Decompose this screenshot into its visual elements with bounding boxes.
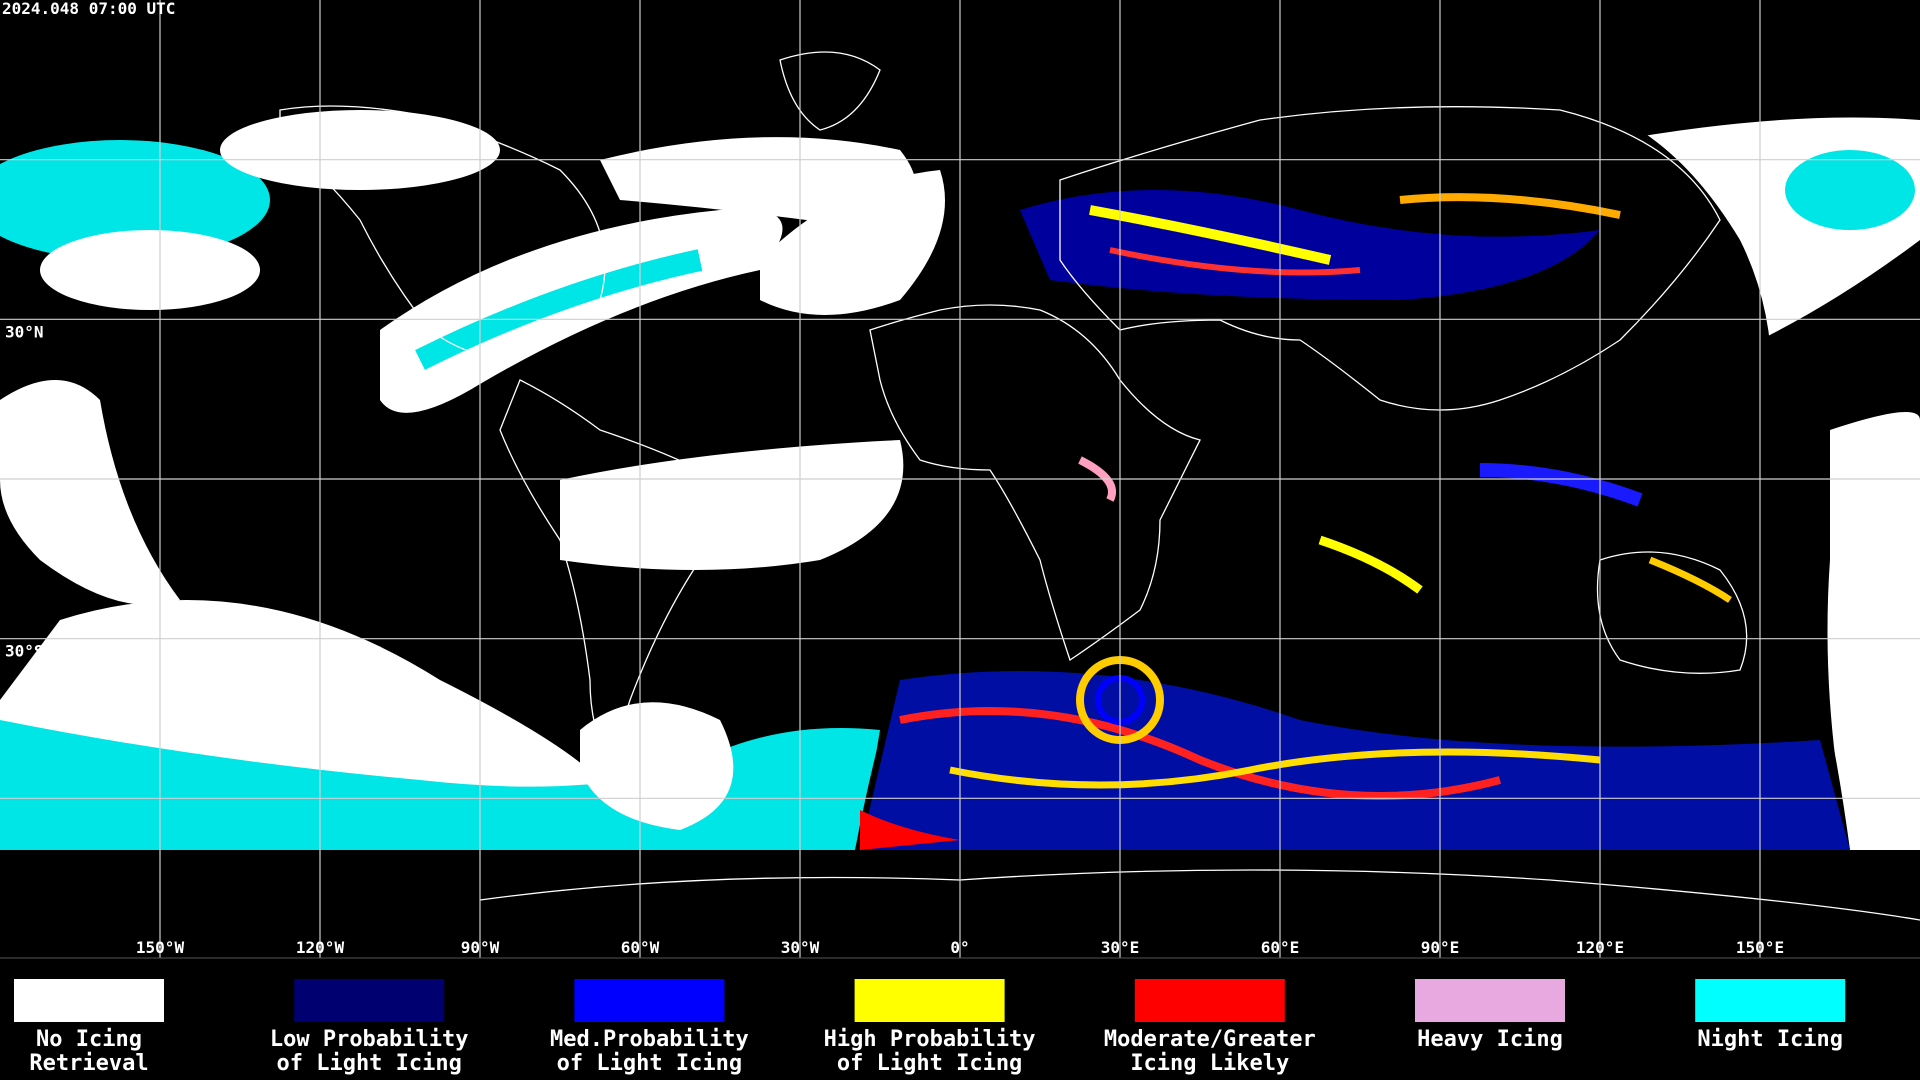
longitude-label: 90°W [461,938,500,957]
legend-label: Heavy Icing [1417,1027,1563,1052]
legend-label: Low Probability [270,1027,469,1052]
day-icing-swath [855,110,1850,850]
coastlines [279,51,1920,921]
legend-label: Med.Probability [550,1027,749,1052]
longitude-label: 150°E [1736,938,1784,957]
longitude-label: 120°E [1576,938,1624,957]
timestamp: 2024.048 07:00 UTC [2,0,175,18]
legend-swatch [14,979,164,1022]
legend-swatch [1415,979,1565,1022]
night-swath [0,105,1920,850]
graticule [0,0,1920,958]
legend-swatch [1695,979,1846,1022]
latitude-label: 30°S [5,642,44,661]
legend-label: of Light Icing [837,1051,1022,1076]
legend-label: High Probability [824,1027,1036,1052]
latitude-label: 30°N [5,322,44,341]
legend-swatch [1134,979,1285,1022]
longitude-label: 120°W [296,938,345,957]
legend-label: No Icing [36,1027,142,1052]
longitude-label: 150°W [136,938,185,957]
axis-labels: 150°W 120°W 90°W 60°W 30°W 0° 30°E 60°E 90°E 120°… [5,322,1784,957]
map-layer [0,51,1920,921]
legend-label: Retrieval [29,1051,148,1076]
legend-label: of Light Icing [557,1051,742,1076]
longitude-label: 60°E [1261,938,1300,957]
longitude-label: 0° [950,938,969,957]
longitude-label: 90°E [1421,938,1460,957]
legend-label: Icing Likely [1130,1051,1289,1076]
longitude-label: 30°W [781,938,820,957]
legend-swatch [294,979,445,1022]
legend-label: Night Icing [1697,1027,1843,1052]
legend-swatch [574,979,725,1022]
longitude-label: 60°W [621,938,660,957]
legend-label: Moderate/Greater [1104,1027,1316,1052]
legend-swatch [854,979,1005,1022]
legend-label: of Light Icing [276,1051,461,1076]
longitude-label: 30°E [1101,938,1140,957]
